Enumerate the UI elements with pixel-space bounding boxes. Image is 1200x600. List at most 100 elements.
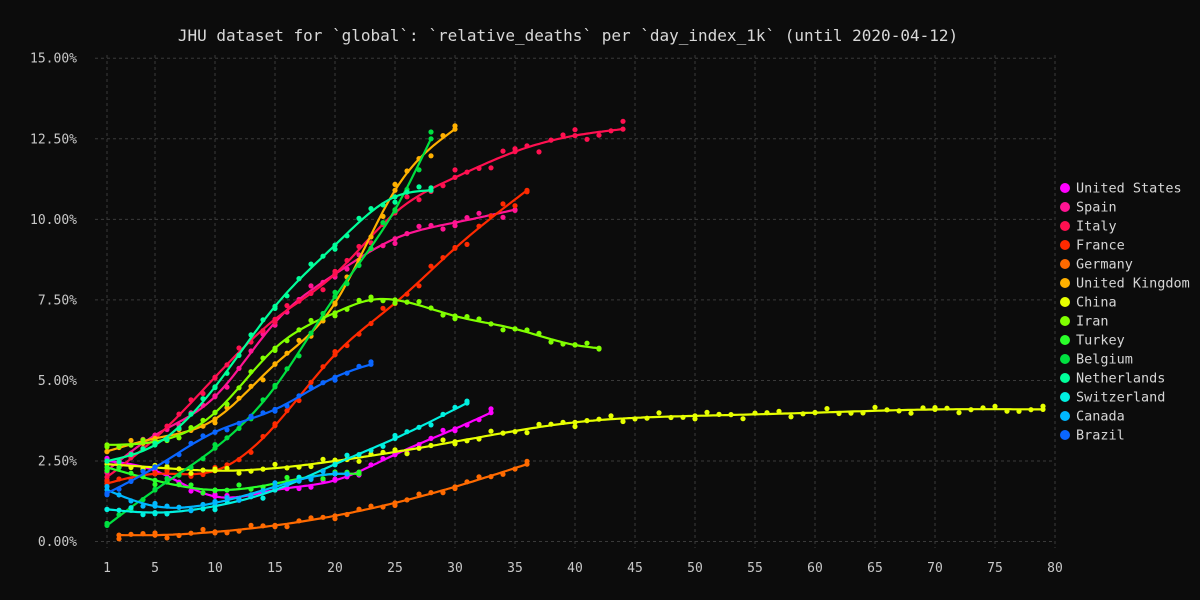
data-point <box>992 403 998 409</box>
data-point <box>116 532 122 538</box>
data-point <box>260 317 266 323</box>
data-point <box>512 207 518 213</box>
data-point <box>344 233 350 239</box>
data-point <box>308 463 314 470</box>
data-point <box>164 459 170 465</box>
data-point <box>284 403 290 409</box>
data-point <box>356 363 362 369</box>
data-point <box>296 327 302 333</box>
data-point <box>212 500 218 506</box>
data-point <box>188 440 194 446</box>
data-point <box>536 421 542 427</box>
data-point <box>284 474 290 481</box>
data-point <box>404 194 410 200</box>
data-point <box>224 495 230 501</box>
x-tick-label: 1 <box>103 561 111 576</box>
data-point <box>308 261 314 267</box>
data-point <box>452 167 458 173</box>
series-netherlands <box>104 184 434 465</box>
data-point <box>536 149 542 155</box>
data-point <box>200 490 206 496</box>
data-point <box>476 474 482 480</box>
data-point <box>212 529 218 535</box>
data-point <box>572 342 578 348</box>
legend-label: Switzerland <box>1076 390 1165 406</box>
data-point <box>236 352 242 358</box>
data-point <box>500 430 506 436</box>
data-point <box>452 245 458 251</box>
data-point <box>320 253 326 259</box>
data-point <box>212 468 218 474</box>
data-point <box>524 187 530 193</box>
data-point <box>416 442 422 448</box>
data-point <box>188 508 194 514</box>
data-point <box>104 464 110 470</box>
data-point <box>188 488 194 494</box>
y-tick-label: 0.00% <box>38 535 77 550</box>
data-point <box>404 291 410 297</box>
data-point <box>764 410 770 416</box>
series-united-kingdom <box>104 123 458 455</box>
data-point <box>272 406 278 412</box>
data-point <box>548 137 554 143</box>
data-point <box>392 297 398 303</box>
data-point <box>908 410 914 416</box>
data-point <box>200 526 206 533</box>
data-point <box>296 464 302 470</box>
data-point <box>260 523 266 529</box>
data-point <box>356 471 362 477</box>
data-point <box>380 449 386 455</box>
data-point <box>284 486 290 492</box>
data-point <box>500 201 506 207</box>
legend-marker <box>1060 278 1070 288</box>
data-point <box>956 410 962 416</box>
data-point <box>884 407 890 413</box>
data-point <box>212 493 218 499</box>
data-point <box>524 143 530 149</box>
data-point <box>452 174 458 180</box>
data-point <box>296 397 302 404</box>
legend-marker <box>1060 183 1070 193</box>
data-point <box>404 451 410 457</box>
data-point <box>380 305 386 311</box>
data-point <box>128 464 134 471</box>
data-point <box>380 298 386 304</box>
data-point <box>488 321 494 327</box>
data-point <box>272 480 278 486</box>
data-point <box>356 452 362 458</box>
x-tick-label: 60 <box>807 561 823 576</box>
legend-label: China <box>1076 295 1117 311</box>
data-point <box>392 207 398 213</box>
legend-item-belgium: Belgium <box>1060 352 1133 368</box>
data-point <box>488 165 494 171</box>
data-point <box>224 465 230 471</box>
x-tick-label: 70 <box>927 561 943 576</box>
data-point <box>404 429 410 435</box>
data-point <box>428 305 434 311</box>
data-point <box>272 423 278 429</box>
x-tick-label: 25 <box>387 561 403 576</box>
data-point <box>200 423 206 429</box>
data-point <box>152 503 158 509</box>
data-point <box>392 236 398 242</box>
data-point <box>272 484 278 490</box>
data-point <box>380 202 386 208</box>
x-tick-label: 15 <box>267 561 283 576</box>
data-point <box>104 506 110 512</box>
data-point <box>236 365 242 371</box>
data-point <box>932 406 938 412</box>
data-point <box>236 482 242 488</box>
legend-marker <box>1060 240 1070 250</box>
data-point <box>176 504 182 510</box>
data-point <box>176 435 182 441</box>
data-point <box>560 132 566 138</box>
data-point <box>284 408 290 414</box>
legend-item-turkey: Turkey <box>1060 333 1125 349</box>
data-point <box>464 241 470 247</box>
data-point <box>116 465 122 471</box>
data-point <box>512 203 518 209</box>
data-point <box>212 429 218 435</box>
data-point <box>308 317 314 324</box>
data-point <box>260 328 266 334</box>
legend-label: Belgium <box>1076 352 1133 368</box>
